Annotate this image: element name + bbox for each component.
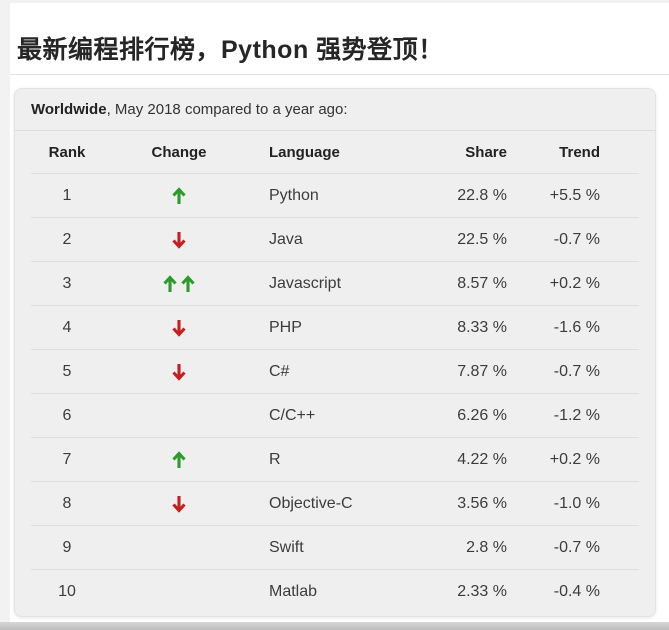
down-arrow-icon <box>172 231 186 249</box>
down-arrow-icon <box>172 319 186 337</box>
trend-cell: -0.7 % <box>553 230 600 248</box>
change-cell <box>103 494 255 514</box>
column-header-share: Share <box>465 143 507 161</box>
caption-period: , May 2018 compared to a year ago: <box>106 101 348 118</box>
language-cell: Matlab <box>269 583 318 600</box>
rank-cell: 8 <box>62 494 72 512</box>
trend-cell: -1.2 % <box>553 406 600 424</box>
language-cell: Swift <box>269 538 304 556</box>
language-cell: C# <box>269 362 290 380</box>
change-cell <box>103 318 255 338</box>
table-row: 1 Python 22.8 % +5.5 % <box>31 174 639 218</box>
table-row: 2 Java 22.5 % -0.7 % <box>31 218 639 262</box>
column-header-rank: Rank <box>48 143 86 161</box>
article-title: 最新编程排行榜，Python 强势登顶！ <box>17 36 444 64</box>
share-cell: 6.26 % <box>457 406 507 424</box>
column-header-change: Change <box>151 143 207 161</box>
share-cell: 3.56 % <box>457 494 507 512</box>
share-cell: 8.33 % <box>457 318 507 336</box>
rank-cell: 9 <box>62 538 72 556</box>
up-arrow-icon <box>181 274 195 292</box>
up-arrow-icon <box>163 274 177 292</box>
rank-cell: 2 <box>62 230 72 248</box>
table-row: 8 Objective-C 3.56 % -1.0 % <box>31 482 639 526</box>
change-cell <box>103 362 255 382</box>
next-section-edge <box>0 622 669 630</box>
change-cell <box>103 450 255 470</box>
change-cell <box>103 230 255 250</box>
trend-cell: -0.4 % <box>553 583 600 600</box>
ranking-table-card: Worldwide, May 2018 compared to a year a… <box>14 88 656 617</box>
trend-cell: -1.6 % <box>553 318 600 336</box>
down-arrow-icon <box>172 363 186 381</box>
share-cell: 2.33 % <box>457 583 507 600</box>
table-row: 5 C# 7.87 % -0.7 % <box>31 350 639 394</box>
language-cell: C/C++ <box>269 406 316 424</box>
column-header-language: Language <box>269 143 340 161</box>
table-row: 3 Javascript 8.57 % +0.2 % <box>31 262 639 306</box>
rank-cell: 7 <box>62 450 72 468</box>
share-cell: 7.87 % <box>457 362 507 380</box>
language-cell: Javascript <box>269 274 342 292</box>
share-cell: 2.8 % <box>466 538 507 556</box>
share-cell: 22.5 % <box>457 230 507 248</box>
title-divider <box>10 74 669 75</box>
language-cell: R <box>269 450 281 468</box>
table-rows: 1 Python 22.8 % +5.5 % 2 Java 22.5 % -0.7 % 3 Jav… <box>15 174 655 614</box>
table-row: 4 PHP 8.33 % -1.6 % <box>31 306 639 350</box>
share-cell: 22.8 % <box>457 186 507 204</box>
table-header-row: Rank Change Language Share Trend <box>31 131 639 174</box>
up-arrow-icon <box>172 450 186 468</box>
up-arrow-icon <box>172 186 186 204</box>
language-cell: PHP <box>269 318 302 336</box>
table-row: 10 Matlab 2.33 % -0.4 % <box>31 570 639 614</box>
rank-cell: 1 <box>62 186 72 204</box>
rank-cell: 3 <box>62 274 72 292</box>
language-cell: Python <box>269 186 319 204</box>
column-header-trend: Trend <box>559 143 600 161</box>
down-arrow-icon <box>172 495 186 513</box>
trend-cell: +0.2 % <box>549 450 600 468</box>
page-top-edge <box>0 0 669 3</box>
table-row: 9 Swift 2.8 % -0.7 % <box>31 526 639 570</box>
trend-cell: +5.5 % <box>549 186 600 204</box>
share-cell: 4.22 % <box>457 450 507 468</box>
change-cell <box>103 274 255 294</box>
table-row: 7 R 4.22 % +0.2 % <box>31 438 639 482</box>
share-cell: 8.57 % <box>457 274 507 292</box>
page-left-gutter <box>0 0 10 630</box>
rank-cell: 5 <box>62 362 72 380</box>
trend-cell: -1.0 % <box>553 494 600 512</box>
trend-cell: -0.7 % <box>553 538 600 556</box>
table-caption: Worldwide, May 2018 compared to a year a… <box>15 89 655 131</box>
rank-cell: 10 <box>58 583 76 600</box>
caption-scope: Worldwide <box>31 101 107 118</box>
language-cell: Objective-C <box>269 494 353 512</box>
rank-cell: 6 <box>62 406 72 424</box>
rank-cell: 4 <box>62 318 72 336</box>
trend-cell: +0.2 % <box>549 274 600 292</box>
trend-cell: -0.7 % <box>553 362 600 380</box>
language-cell: Java <box>269 230 303 248</box>
table-row: 6 C/C++ 6.26 % -1.2 % <box>31 394 639 438</box>
change-cell <box>103 186 255 206</box>
